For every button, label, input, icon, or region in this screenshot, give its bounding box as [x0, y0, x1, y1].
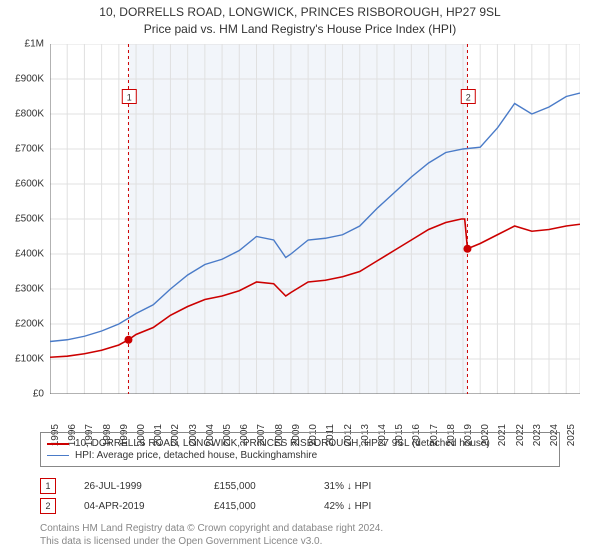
chart-title-block: 10, DORRELLS ROAD, LONGWICK, PRINCES RIS… [0, 0, 600, 38]
y-tick-label: £900K [15, 74, 44, 85]
y-tick-label: £600K [15, 179, 44, 190]
marker-price: £155,000 [214, 481, 324, 492]
y-tick-label: £700K [15, 144, 44, 155]
marker-pct: 31% ↓ HPI [324, 481, 444, 492]
legend: 10, DORRELLS ROAD, LONGWICK, PRINCES RIS… [40, 432, 560, 467]
y-tick-label: £300K [15, 284, 44, 295]
footer-line-2: This data is licensed under the Open Gov… [40, 535, 383, 548]
y-tick-label: £800K [15, 109, 44, 120]
marker-date: 26-JUL-1999 [84, 481, 214, 492]
x-tick-label: 2025 [566, 424, 577, 446]
legend-swatch [47, 455, 69, 456]
y-tick-label: £100K [15, 354, 44, 365]
svg-text:2: 2 [466, 93, 471, 103]
y-tick-label: £500K [15, 214, 44, 225]
legend-swatch [47, 443, 69, 445]
marker-badge: 2 [40, 498, 56, 514]
y-axis: £0£100K£200K£300K£400K£500K£600K£700K£80… [0, 44, 48, 394]
marker-pct: 42% ↓ HPI [324, 501, 444, 512]
marker-table-row: 1 26-JUL-1999£155,00031% ↓ HPI [40, 476, 560, 496]
footer-line-1: Contains HM Land Registry data © Crown c… [40, 522, 383, 535]
legend-item: 10, DORRELLS ROAD, LONGWICK, PRINCES RIS… [47, 438, 553, 449]
legend-label: HPI: Average price, detached house, Buck… [75, 450, 317, 461]
y-tick-label: £1M [25, 39, 44, 50]
marker-price: £415,000 [214, 501, 324, 512]
y-tick-label: £400K [15, 249, 44, 260]
chart-plot-area: 12 [50, 44, 580, 394]
x-axis: 1995199619971998199920002001200220032004… [50, 396, 580, 426]
title-line-2: Price paid vs. HM Land Registry's House … [0, 21, 600, 38]
y-tick-label: £0 [33, 389, 44, 400]
y-tick-label: £200K [15, 319, 44, 330]
legend-label: 10, DORRELLS ROAD, LONGWICK, PRINCES RIS… [75, 438, 490, 449]
title-line-1: 10, DORRELLS ROAD, LONGWICK, PRINCES RIS… [0, 4, 600, 21]
marker-badge: 1 [40, 478, 56, 494]
marker-table-row: 2 04-APR-2019£415,00042% ↓ HPI [40, 496, 560, 516]
svg-text:1: 1 [127, 93, 132, 103]
legend-item: HPI: Average price, detached house, Buck… [47, 450, 553, 461]
marker-date: 04-APR-2019 [84, 501, 214, 512]
footer-attribution: Contains HM Land Registry data © Crown c… [40, 522, 383, 548]
marker-table: 1 26-JUL-1999£155,00031% ↓ HPI 2 04-APR-201… [40, 476, 560, 516]
